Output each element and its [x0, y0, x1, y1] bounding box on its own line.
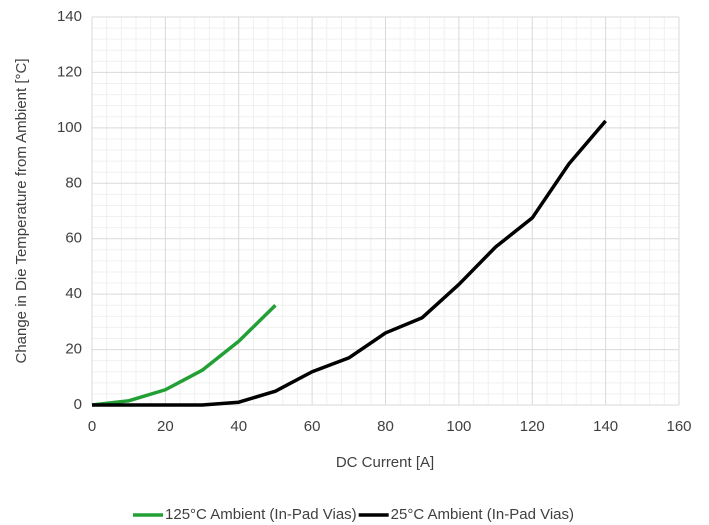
y-tick-label: 0: [74, 396, 82, 413]
y-tick-label: 140: [57, 8, 82, 25]
y-tick-label: 80: [65, 174, 82, 191]
data-line: [92, 119, 607, 407]
x-tick-label: 120: [520, 418, 545, 435]
legend-label: 125°C Ambient (In-Pad Vias): [165, 506, 357, 523]
y-tick-label: 60: [65, 230, 82, 247]
x-tick-label: 0: [88, 418, 96, 435]
legend-label: 25°C Ambient (In-Pad Vias): [391, 506, 574, 523]
data-line: [91, 303, 277, 407]
x-axis-label: DC Current [A]: [336, 454, 434, 471]
x-tick-label: 80: [377, 418, 394, 435]
y-tick-label: 100: [57, 119, 82, 136]
y-tick-label: 40: [65, 285, 82, 302]
y-axis-label: Change in Die Temperature from Ambient […: [13, 58, 30, 363]
x-tick-label: 40: [230, 418, 247, 435]
y-tick-label: 20: [65, 341, 82, 358]
y-tick-label: 120: [57, 63, 82, 80]
x-tick-label: 20: [157, 418, 174, 435]
x-tick-label: 140: [593, 418, 618, 435]
x-tick-label: 60: [304, 418, 321, 435]
x-tick-label: 160: [666, 418, 691, 435]
x-tick-label: 100: [446, 418, 471, 435]
